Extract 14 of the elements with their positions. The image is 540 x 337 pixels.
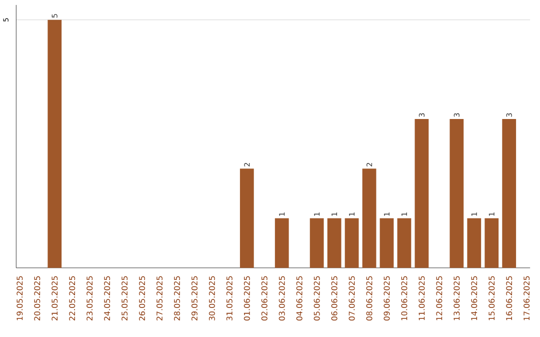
bar (344, 218, 359, 268)
bar (467, 218, 482, 268)
bar (240, 168, 254, 268)
bar (327, 218, 342, 268)
bar (310, 218, 324, 268)
bar (484, 218, 499, 268)
bar (397, 218, 412, 268)
bar (274, 218, 289, 268)
bar (450, 118, 464, 268)
bar (362, 168, 376, 268)
bar (502, 118, 516, 268)
bar (380, 218, 394, 268)
bar (414, 118, 429, 268)
bar (48, 20, 62, 268)
